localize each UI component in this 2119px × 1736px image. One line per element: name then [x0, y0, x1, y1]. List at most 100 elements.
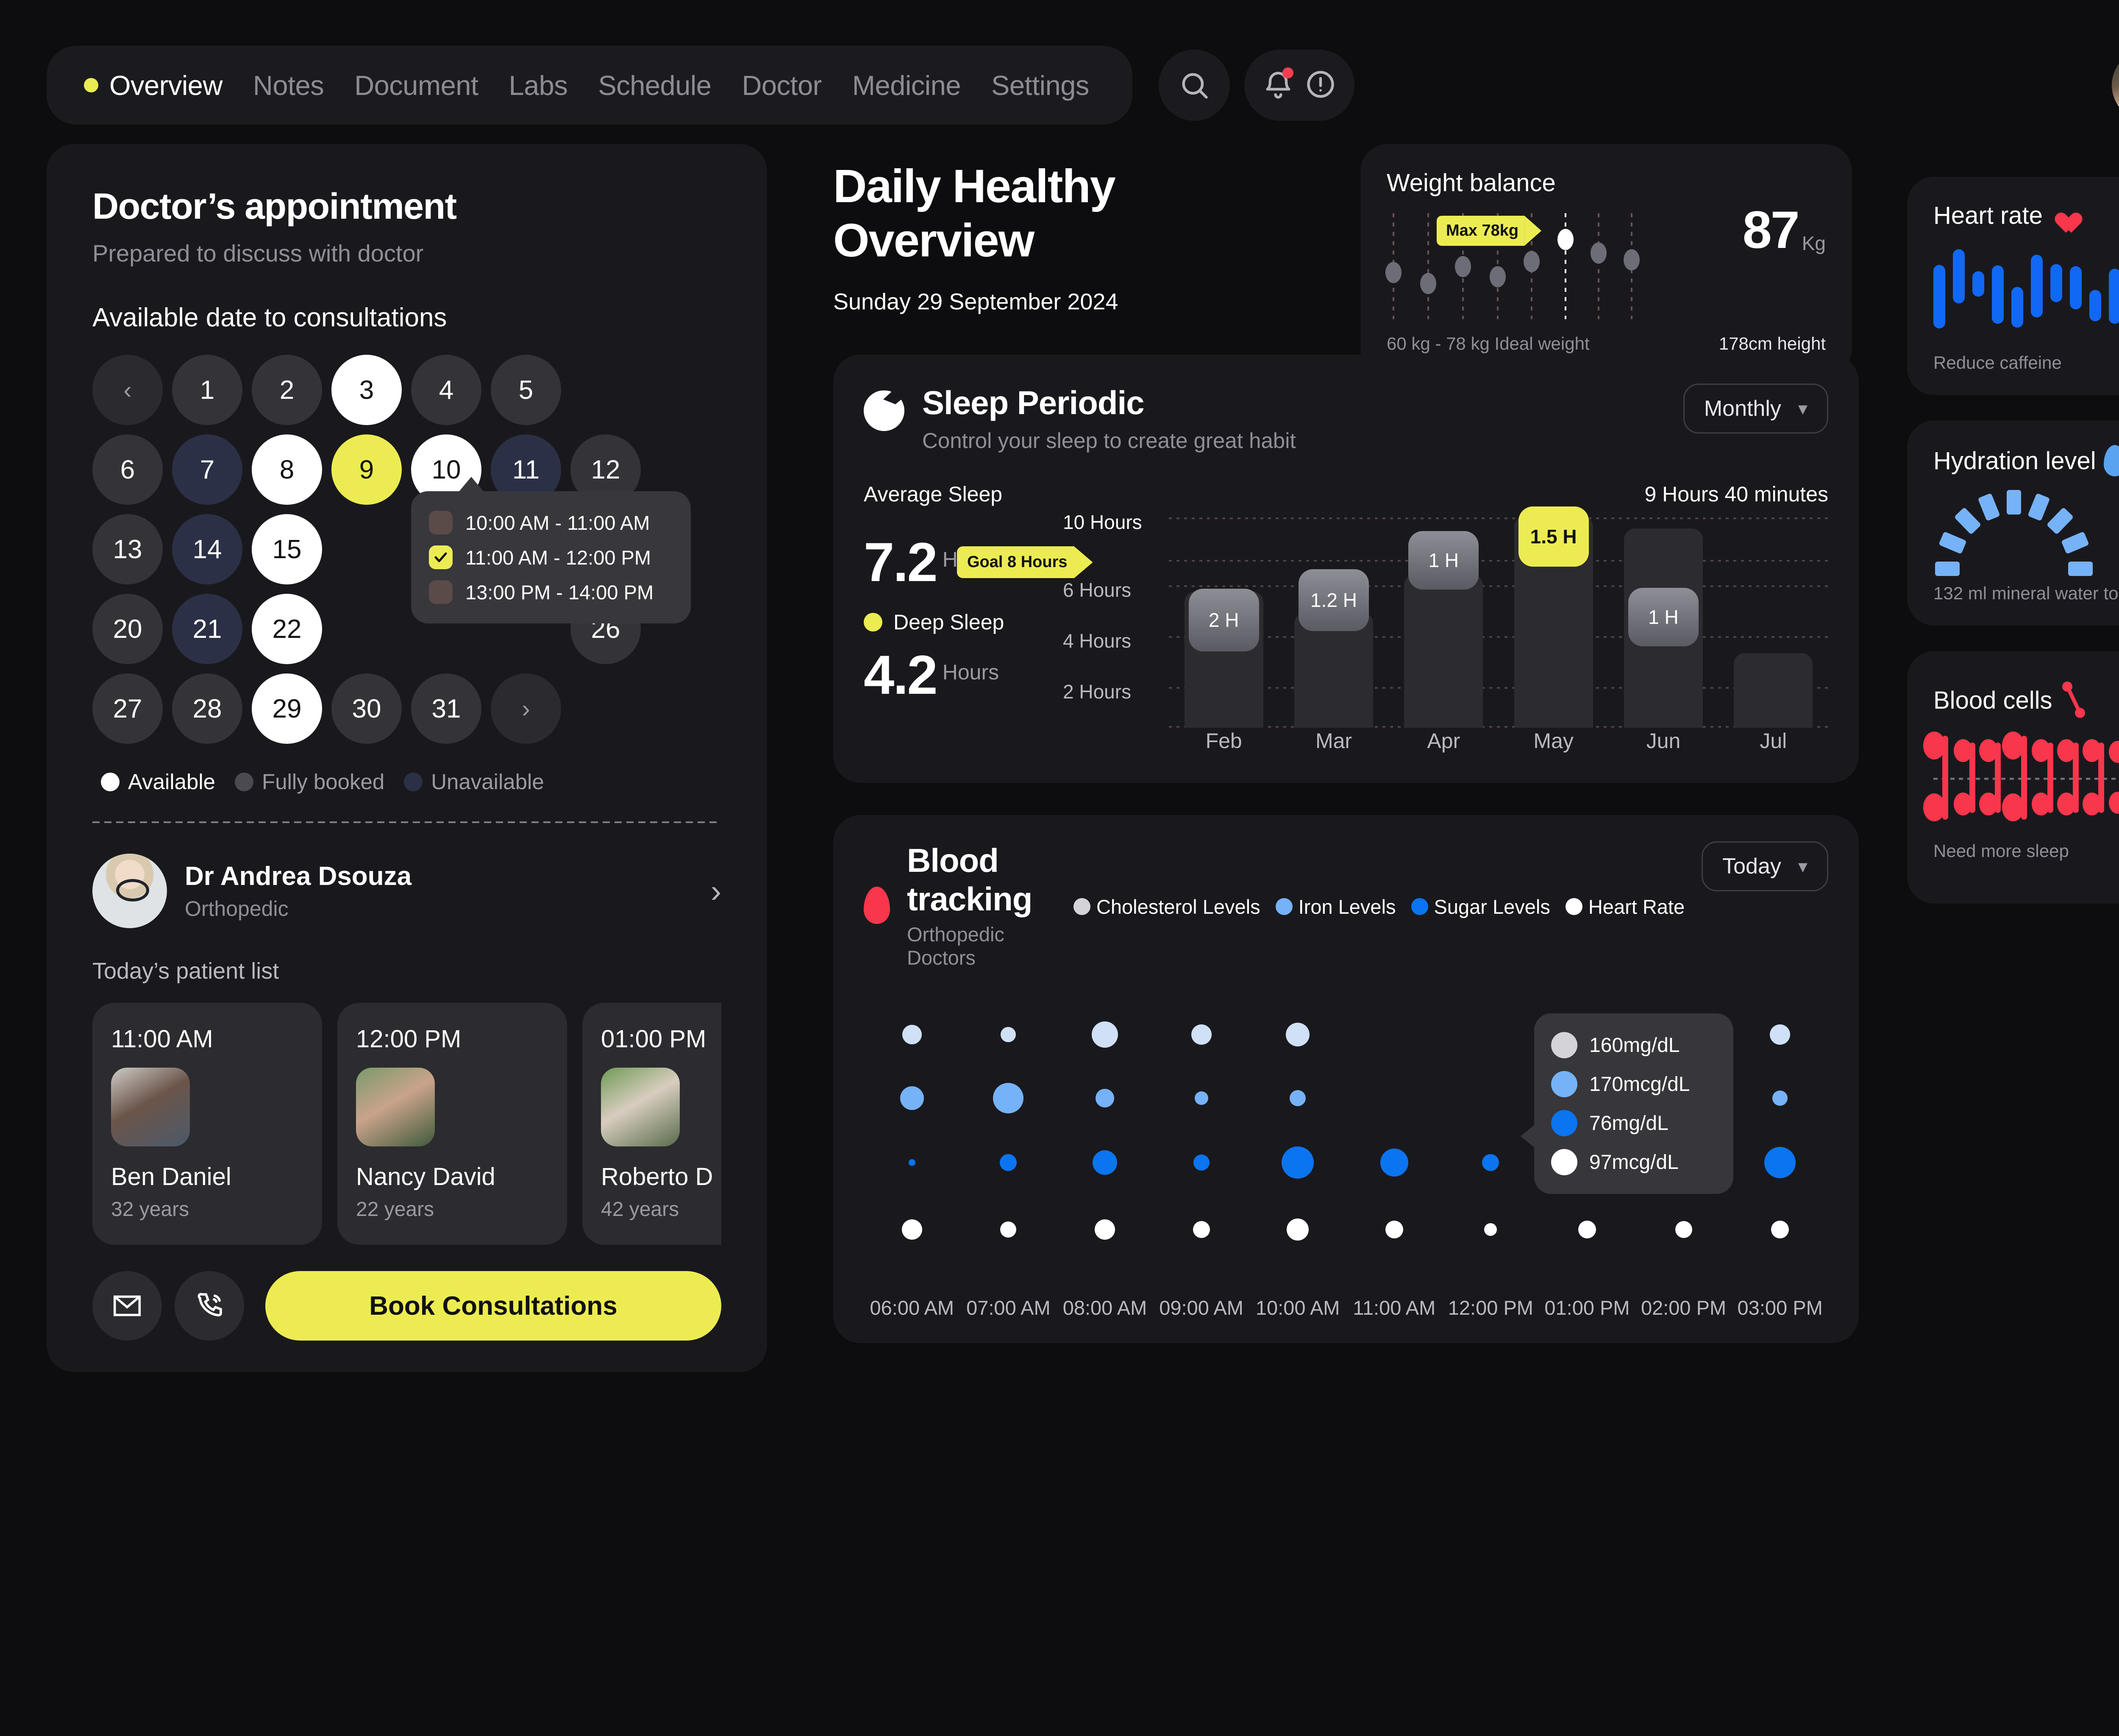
sleep-range-dropdown[interactable]: Monthly ▾ [1683, 384, 1828, 434]
calendar-day[interactable]: 8 [252, 434, 322, 505]
bubble-point[interactable] [902, 1025, 922, 1045]
bubble-point[interactable] [1771, 1221, 1789, 1239]
bubble-point[interactable] [1000, 1221, 1017, 1238]
sleep-bar-column[interactable]: 1.5 H [1499, 506, 1608, 728]
patient-card[interactable]: 11:00 AM Ben Daniel 32 years [92, 1003, 322, 1245]
bubble-point[interactable] [1191, 1024, 1212, 1045]
bubble-point[interactable] [1193, 1155, 1210, 1171]
sleep-bar-column[interactable]: 1 H [1389, 516, 1499, 728]
calendar-day[interactable]: 22 [252, 594, 322, 664]
user-profile[interactable]: Hey, Sherlyn 27 Years old [2112, 49, 2119, 121]
calendar-day[interactable]: 5 [491, 355, 561, 425]
calendar-day[interactable]: 27 [92, 673, 163, 744]
nav-item-doctor[interactable]: Doctor [742, 70, 822, 101]
sleep-bar-column[interactable]: 1.2 H [1279, 516, 1388, 728]
bubble-point[interactable] [1093, 1150, 1117, 1175]
calendar-day[interactable]: 13 [92, 514, 163, 584]
calendar-next-button[interactable]: › [491, 673, 561, 744]
notifications-button[interactable] [1262, 67, 1294, 101]
legend-label: Sugar Levels [1434, 895, 1550, 918]
calendar-prev-button[interactable]: ‹ [92, 355, 163, 425]
bubble-point[interactable] [1770, 1024, 1791, 1045]
legend-dot-unavailable-icon [404, 772, 423, 791]
legend-item-cholesterol[interactable]: Cholesterol Levels [1073, 895, 1260, 918]
nav-item-overview[interactable]: Overview [75, 70, 238, 101]
bubble-point[interactable] [1000, 1154, 1017, 1171]
calendar-day-selected[interactable]: 9 [331, 434, 402, 505]
calendar-day[interactable]: 2 [252, 355, 322, 425]
sleep-bar-column[interactable]: 1 H [1608, 516, 1718, 728]
bubble-point[interactable] [908, 1159, 915, 1166]
patient-card[interactable]: 12:00 PM Nancy David 22 years [337, 1003, 567, 1245]
legend-item-iron[interactable]: Iron Levels [1275, 895, 1396, 918]
bubble-point[interactable] [1096, 1089, 1114, 1108]
time-slot-label: 13:00 PM - 14:00 PM [465, 581, 654, 604]
alerts-button[interactable] [1304, 68, 1337, 103]
bubble-point[interactable] [1675, 1221, 1692, 1238]
bubble-point[interactable] [1193, 1221, 1210, 1238]
bubble-point[interactable] [993, 1083, 1024, 1114]
bubble-point[interactable] [1095, 1219, 1115, 1240]
nav-item-medicine[interactable]: Medicine [852, 70, 961, 101]
calendar-day[interactable]: 14 [172, 514, 242, 584]
calendar-day[interactable]: 30 [331, 673, 402, 744]
bubble-point[interactable] [1764, 1147, 1796, 1179]
bubble-point[interactable] [1385, 1221, 1403, 1239]
bubble-point[interactable] [1001, 1027, 1016, 1043]
calendar-row: 27 28 29 30 31 › [92, 673, 721, 744]
calendar-day[interactable]: 28 [172, 673, 242, 744]
bubble-point[interactable] [1092, 1021, 1118, 1048]
calendar-day[interactable]: 3 [331, 355, 402, 425]
time-slot-option[interactable]: 13:00 PM - 14:00 PM [429, 580, 673, 604]
bubble-point[interactable] [1772, 1091, 1788, 1106]
calendar-day[interactable]: 20 [92, 594, 163, 664]
bubble-point[interactable] [1194, 1091, 1208, 1105]
bubble-point[interactable] [901, 1219, 922, 1240]
bubble-point[interactable] [1484, 1223, 1497, 1236]
calendar-day[interactable]: 6 [92, 434, 163, 505]
search-button[interactable] [1158, 50, 1230, 121]
book-consultations-button[interactable]: Book Consultations [265, 1271, 721, 1341]
calendar-day[interactable]: 21 [172, 594, 242, 664]
calendar-day[interactable]: 15 [252, 514, 322, 584]
blood-tracking-range-dropdown[interactable]: Today ▾ [1702, 841, 1828, 892]
x-tick-label: Jul [1760, 729, 1787, 753]
bubble-point[interactable] [1286, 1023, 1310, 1047]
legend-item-sugar[interactable]: Sugar Levels [1411, 895, 1550, 918]
email-button[interactable] [92, 1271, 162, 1341]
calendar-day[interactable]: 31 [411, 673, 481, 744]
call-button[interactable] [175, 1271, 244, 1341]
water-drop-icon [2103, 445, 2119, 476]
tooltip-dot-iron-icon [1551, 1071, 1577, 1098]
weight-balance-card: Weight balance [1360, 144, 1852, 376]
header-icon-group [1158, 50, 1354, 121]
time-slot-option-selected[interactable]: 11:00 AM - 12:00 PM [429, 545, 673, 569]
bubble-point[interactable] [1287, 1219, 1309, 1241]
sleep-bar-column[interactable] [1719, 516, 1828, 728]
x-tick-label: 09:00 AM [1159, 1296, 1243, 1319]
nav-item-settings[interactable]: Settings [991, 70, 1089, 101]
nav-item-labs[interactable]: Labs [509, 70, 568, 101]
nav-item-document[interactable]: Document [354, 70, 478, 101]
bubble-point[interactable] [1578, 1221, 1596, 1239]
calendar-day[interactable]: 7 [172, 434, 242, 505]
patient-card[interactable]: 01:00 PM Roberto D 42 years [582, 1003, 721, 1245]
time-slot-option[interactable]: 10:00 AM - 11:00 AM [429, 511, 673, 534]
calendar-day[interactable]: 4 [411, 355, 481, 425]
bubble-point[interactable] [1482, 1154, 1499, 1171]
bubble-point[interactable] [1282, 1146, 1314, 1179]
nav-item-schedule[interactable]: Schedule [598, 70, 712, 101]
bubble-point[interactable] [1290, 1090, 1306, 1107]
sleep-bar-column[interactable]: 2 H [1169, 516, 1279, 728]
calendar-day[interactable]: 29 [252, 673, 322, 744]
bubble-point[interactable] [1380, 1149, 1408, 1177]
x-tick-label: May [1533, 729, 1574, 753]
bubble-point[interactable] [900, 1086, 924, 1110]
patient-time: 01:00 PM [601, 1025, 706, 1053]
heart-rate-header: Heart rate [1933, 201, 2119, 230]
doctor-row[interactable]: Dr Andrea Dsouza Orthopedic › [92, 854, 721, 928]
legend-label: Heart Rate [1588, 895, 1685, 918]
calendar-day[interactable]: 1 [172, 355, 242, 425]
nav-item-notes[interactable]: Notes [253, 70, 324, 101]
legend-item-heart-rate[interactable]: Heart Rate [1565, 895, 1685, 918]
